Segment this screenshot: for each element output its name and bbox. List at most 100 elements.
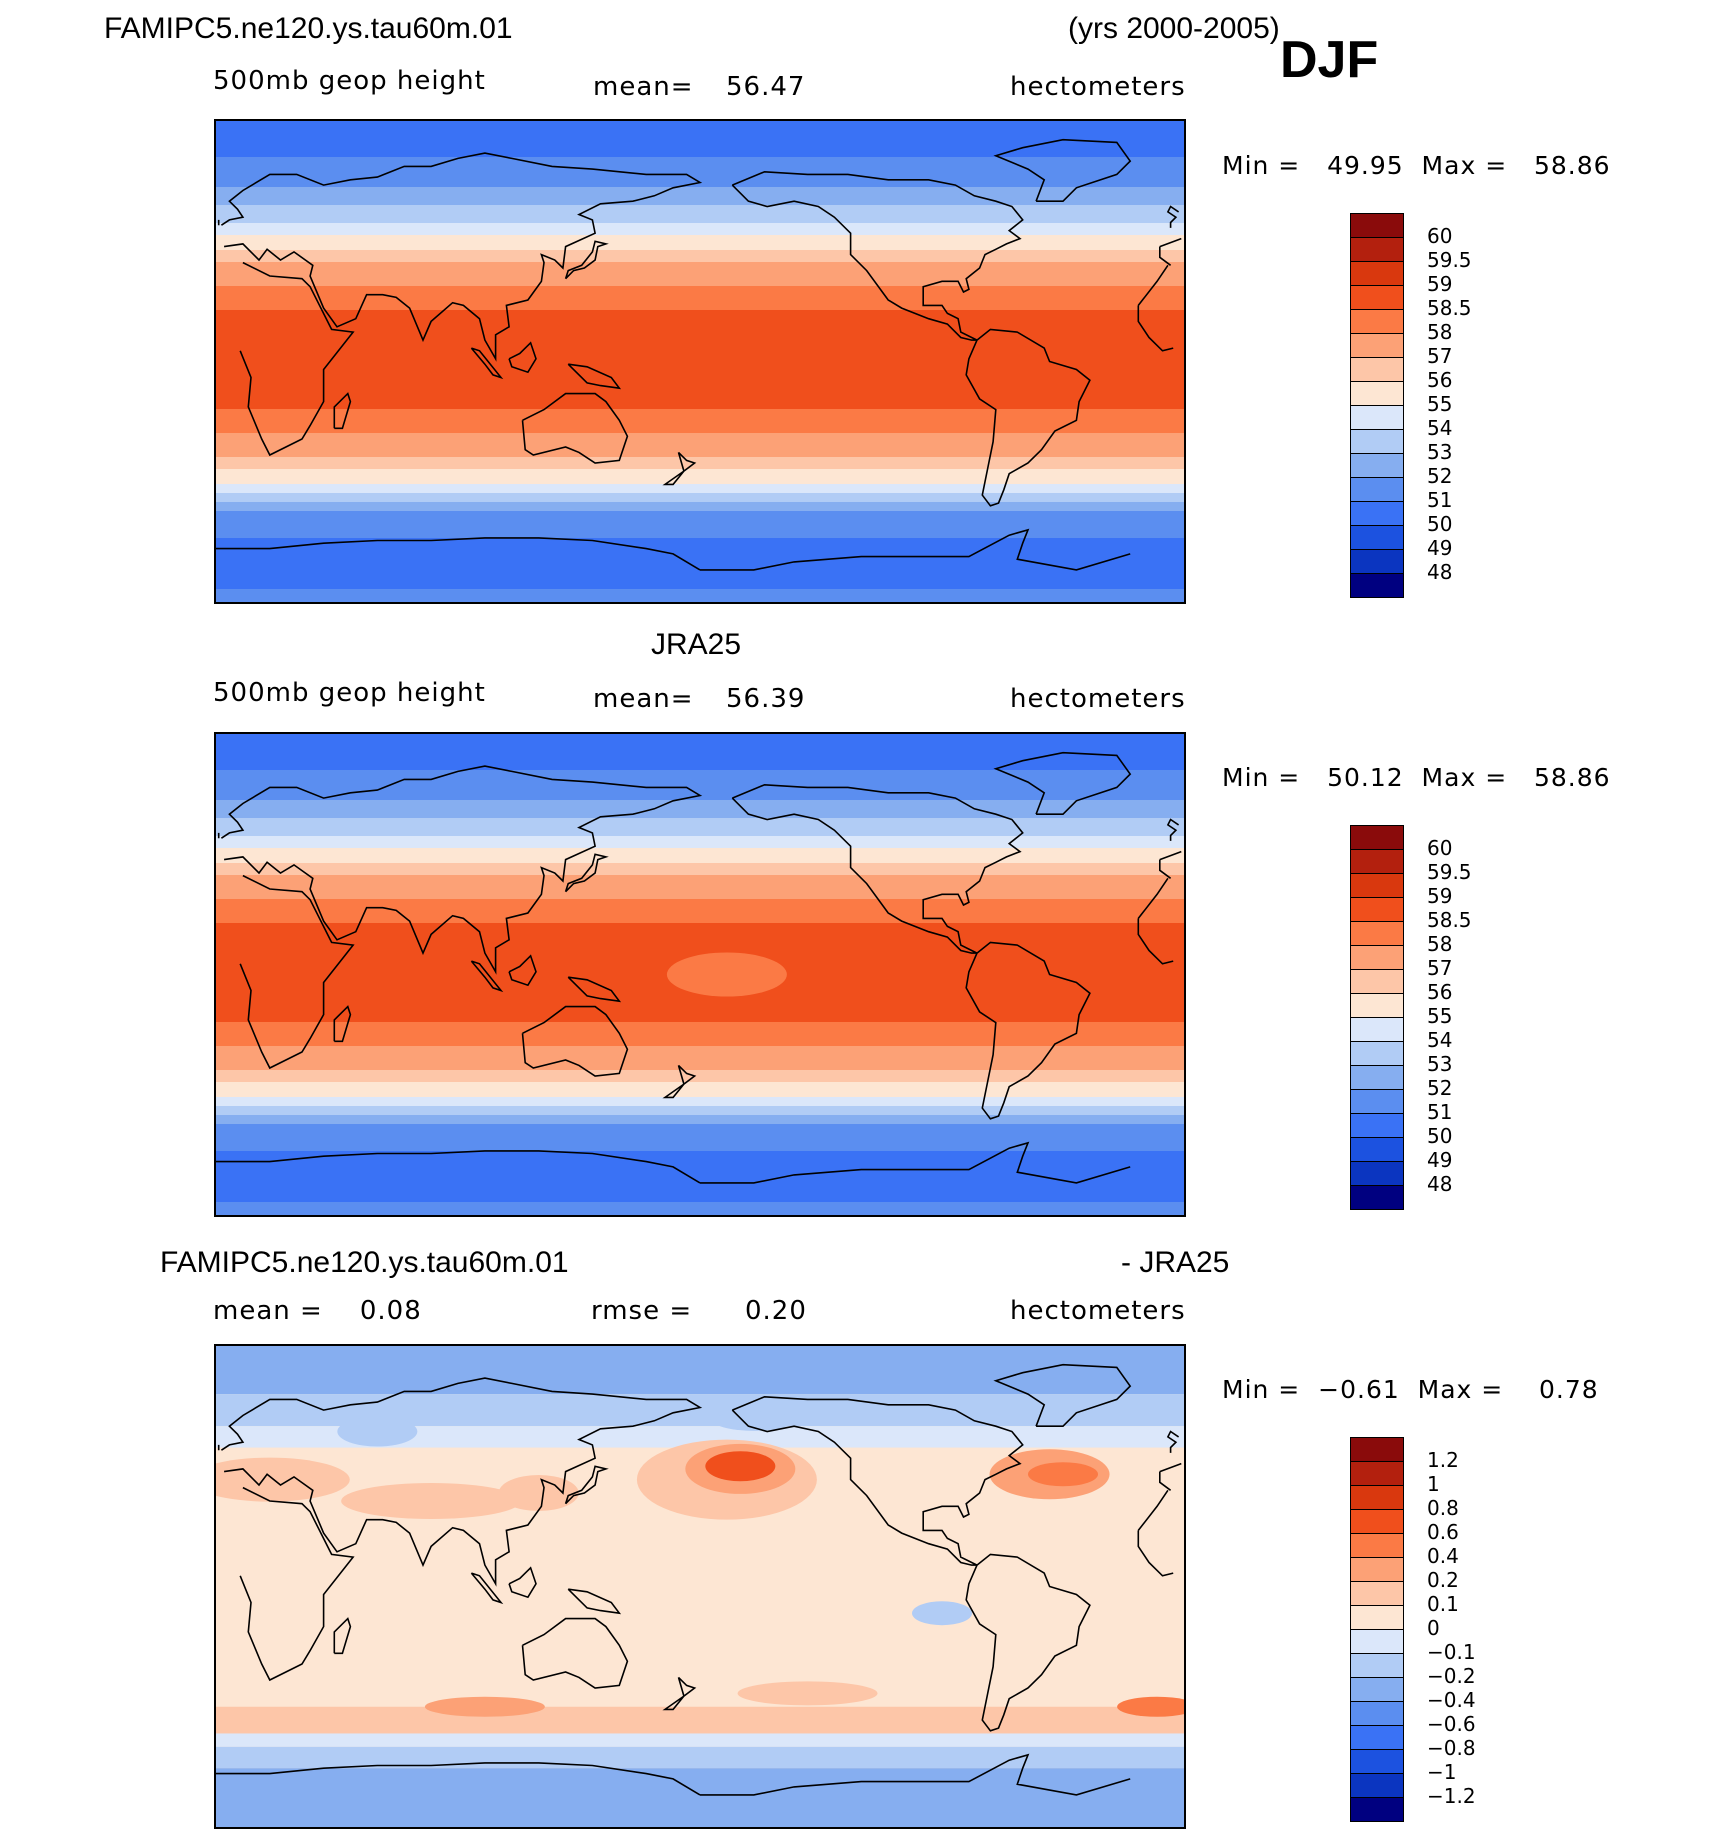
colorbar-swatch bbox=[1350, 285, 1404, 310]
coastline bbox=[521, 1617, 629, 1689]
contour-band bbox=[216, 1166, 1184, 1170]
contour-band bbox=[216, 352, 1184, 356]
contour-band bbox=[216, 791, 1184, 795]
colorbar-swatch bbox=[1350, 945, 1404, 970]
contour-band bbox=[216, 1031, 1184, 1035]
contour-band bbox=[216, 1046, 1184, 1050]
coastline bbox=[220, 1377, 1182, 1587]
colorbar-swatch bbox=[1350, 1581, 1404, 1606]
colorbar-swatch bbox=[1350, 213, 1404, 238]
contour-band bbox=[216, 845, 1184, 849]
contour-band bbox=[216, 457, 1184, 461]
colorbar-swatch bbox=[1350, 969, 1404, 994]
contour-region bbox=[498, 1474, 579, 1511]
contour-band bbox=[216, 818, 1184, 822]
contour-band bbox=[216, 364, 1184, 368]
contour-band bbox=[216, 229, 1184, 233]
contour-band bbox=[216, 460, 1184, 464]
contour-band bbox=[216, 520, 1184, 524]
coastline bbox=[662, 1676, 697, 1711]
colorbar-swatch bbox=[1350, 993, 1404, 1018]
contour-band bbox=[216, 1139, 1184, 1143]
contour-band bbox=[216, 304, 1184, 308]
colorbar-label: 51 bbox=[1427, 1100, 1453, 1124]
panel1-minmax: Min = 49.95 Max = 58.86 bbox=[1222, 151, 1611, 180]
contour-band bbox=[216, 325, 1184, 329]
contour-band bbox=[216, 292, 1184, 296]
colorbar-label: 49 bbox=[1427, 536, 1453, 560]
contour-band bbox=[216, 1049, 1184, 1053]
contour-band bbox=[216, 421, 1184, 425]
coastline bbox=[217, 205, 1180, 228]
contour-band bbox=[216, 175, 1184, 179]
colorbar-swatch bbox=[1350, 1113, 1404, 1138]
contour-band bbox=[216, 451, 1184, 455]
contour-band bbox=[216, 1211, 1184, 1215]
contour-band bbox=[216, 1118, 1184, 1122]
contour-band bbox=[216, 773, 1184, 777]
contour-band bbox=[216, 139, 1184, 143]
contour-band bbox=[216, 448, 1184, 452]
contour-band bbox=[216, 815, 1184, 819]
contour-band bbox=[216, 172, 1184, 176]
contour-band bbox=[216, 529, 1184, 533]
contour-band bbox=[216, 283, 1184, 287]
contour-band bbox=[216, 1115, 1184, 1119]
colorbar-label: 56 bbox=[1427, 368, 1453, 392]
contour-band bbox=[216, 286, 1184, 290]
contour-band bbox=[216, 1043, 1184, 1047]
contour-band bbox=[216, 1055, 1184, 1059]
contour-band bbox=[216, 872, 1184, 876]
colorbar-swatch bbox=[1350, 1605, 1404, 1630]
coastline bbox=[470, 960, 504, 993]
contour-band bbox=[216, 148, 1184, 152]
contour-band bbox=[216, 1013, 1184, 1017]
colorbar-swatch bbox=[1350, 549, 1404, 574]
panel3-contour-svg bbox=[216, 1346, 1184, 1827]
contour-band bbox=[216, 154, 1184, 158]
coastline bbox=[965, 941, 1091, 1120]
contour-band bbox=[216, 1106, 1184, 1110]
coastline bbox=[731, 1395, 1024, 1566]
contour-band bbox=[216, 1746, 1184, 1769]
colorbar-swatch bbox=[1350, 405, 1404, 430]
years-label: (yrs 2000-2005) bbox=[1068, 12, 1280, 45]
contour-band bbox=[216, 481, 1184, 485]
panel2-map bbox=[214, 732, 1186, 1217]
colorbar-label: 60 bbox=[1427, 836, 1453, 860]
contour-band bbox=[216, 379, 1184, 383]
colorbar-label: 0.1 bbox=[1427, 1592, 1459, 1616]
coastline bbox=[993, 1363, 1132, 1427]
contour-band bbox=[216, 184, 1184, 188]
contour-band bbox=[216, 797, 1184, 801]
contour-band bbox=[216, 511, 1184, 515]
contour-band bbox=[216, 1196, 1184, 1200]
contour-band bbox=[216, 1061, 1184, 1065]
contour-band bbox=[216, 484, 1184, 488]
contour-band bbox=[216, 349, 1184, 353]
contour-band bbox=[216, 1214, 1184, 1215]
contour-band bbox=[216, 1070, 1184, 1074]
contour-band bbox=[216, 1142, 1184, 1146]
contour-band bbox=[216, 926, 1184, 930]
contour-band bbox=[216, 580, 1184, 584]
coastline bbox=[521, 1005, 629, 1077]
panel3-rmse-label: rmse = bbox=[591, 1296, 693, 1326]
contour-band bbox=[216, 1091, 1184, 1095]
coastline bbox=[662, 451, 697, 486]
contour-band bbox=[216, 1064, 1184, 1068]
contour-band bbox=[216, 776, 1184, 780]
contour-band bbox=[216, 208, 1184, 212]
contour-band bbox=[216, 439, 1184, 443]
coastline bbox=[220, 152, 1182, 362]
colorbar-label: 58 bbox=[1427, 932, 1453, 956]
contour-band bbox=[216, 400, 1184, 404]
contour-band bbox=[216, 244, 1184, 248]
colorbar-swatch bbox=[1350, 237, 1404, 262]
contour-band bbox=[216, 166, 1184, 170]
contour-band bbox=[216, 253, 1184, 257]
colorbar-swatch bbox=[1350, 1629, 1404, 1654]
season-label: DJF bbox=[1280, 31, 1379, 89]
contour-band bbox=[216, 346, 1184, 350]
colorbar-swatch bbox=[1350, 1509, 1404, 1534]
